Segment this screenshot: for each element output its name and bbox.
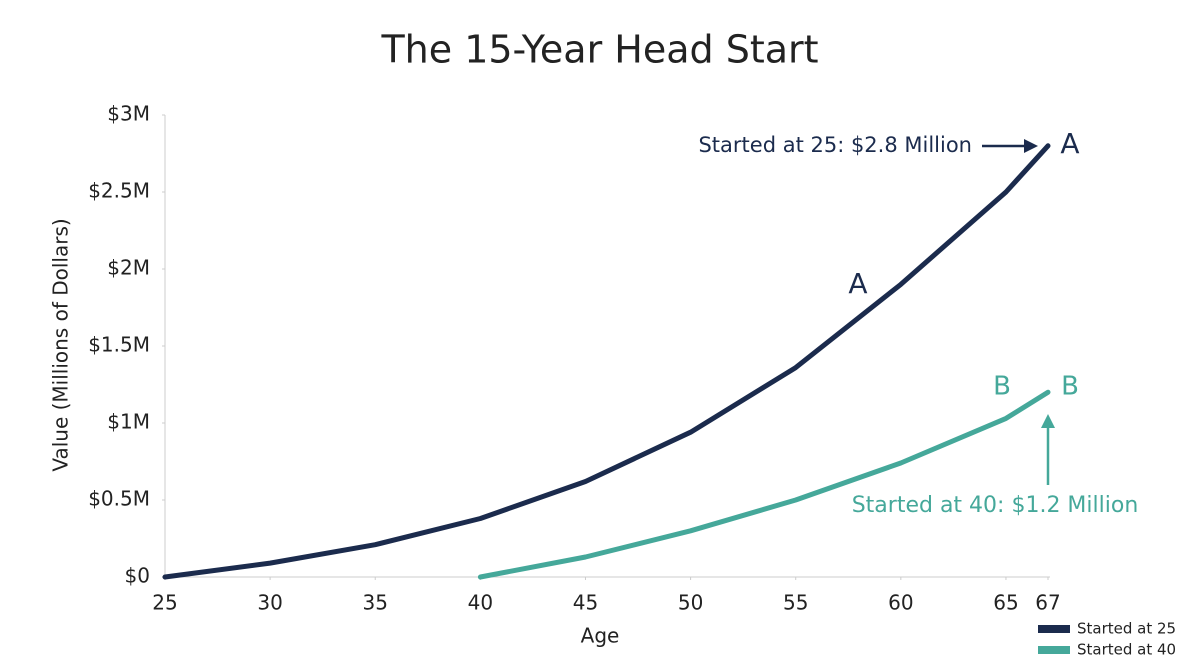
y-tick-label: $0 bbox=[125, 564, 150, 588]
chart-title: The 15-Year Head Start bbox=[380, 28, 818, 72]
x-tick-label: 55 bbox=[783, 591, 808, 615]
y-tick-label: $2.5M bbox=[88, 179, 150, 203]
annotation: B bbox=[993, 372, 1011, 402]
y-tick-label: $3M bbox=[107, 102, 150, 126]
x-tick-label: 25 bbox=[152, 591, 177, 615]
x-tick-label: 40 bbox=[468, 591, 493, 615]
legend-label: Started at 25 bbox=[1077, 620, 1176, 638]
y-axis-label: Value (Millions of Dollars) bbox=[49, 218, 73, 471]
x-tick-label: 30 bbox=[257, 591, 282, 615]
annotation: A bbox=[1060, 127, 1079, 160]
legend-swatch bbox=[1038, 646, 1070, 654]
y-tick-label: $0.5M bbox=[88, 487, 150, 511]
series-line bbox=[477, 389, 1051, 580]
annotation: B bbox=[1061, 372, 1079, 402]
arrow-a bbox=[982, 139, 1038, 153]
x-tick-label: 50 bbox=[678, 591, 703, 615]
arrow-b bbox=[1041, 414, 1055, 485]
legend-label: Started at 40 bbox=[1077, 641, 1176, 659]
legend-swatch bbox=[1038, 625, 1070, 633]
annotation: A bbox=[848, 267, 867, 300]
x-tick-label: 60 bbox=[888, 591, 913, 615]
x-tick-label: 35 bbox=[363, 591, 388, 615]
annotation: Started at 40: $1.2 Million bbox=[852, 493, 1139, 518]
x-tick-label: 65 bbox=[993, 591, 1018, 615]
x-tick-label: 67 bbox=[1035, 591, 1060, 615]
y-tick-label: $1.5M bbox=[88, 333, 150, 357]
x-tick-label: 45 bbox=[573, 591, 598, 615]
annotation: Started at 25: $2.8 Million bbox=[698, 133, 972, 157]
series-line bbox=[162, 143, 1051, 580]
y-tick-label: $1M bbox=[107, 410, 150, 434]
x-axis-label: Age bbox=[581, 624, 620, 648]
y-tick-label: $2M bbox=[107, 256, 150, 280]
